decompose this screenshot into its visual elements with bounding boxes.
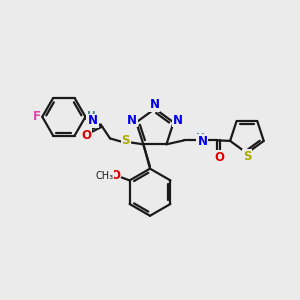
Text: F: F xyxy=(32,110,40,123)
Text: O: O xyxy=(81,129,92,142)
Text: S: S xyxy=(122,134,130,147)
Text: N: N xyxy=(172,114,182,127)
Text: N: N xyxy=(150,98,160,111)
Text: N: N xyxy=(88,114,98,127)
Text: N: N xyxy=(198,135,208,148)
Text: O: O xyxy=(110,169,120,182)
Text: N: N xyxy=(127,114,137,127)
Text: CH₃: CH₃ xyxy=(95,170,113,181)
Text: H: H xyxy=(87,111,96,121)
Text: S: S xyxy=(243,150,251,163)
Text: O: O xyxy=(214,151,224,164)
Text: H: H xyxy=(196,133,205,143)
